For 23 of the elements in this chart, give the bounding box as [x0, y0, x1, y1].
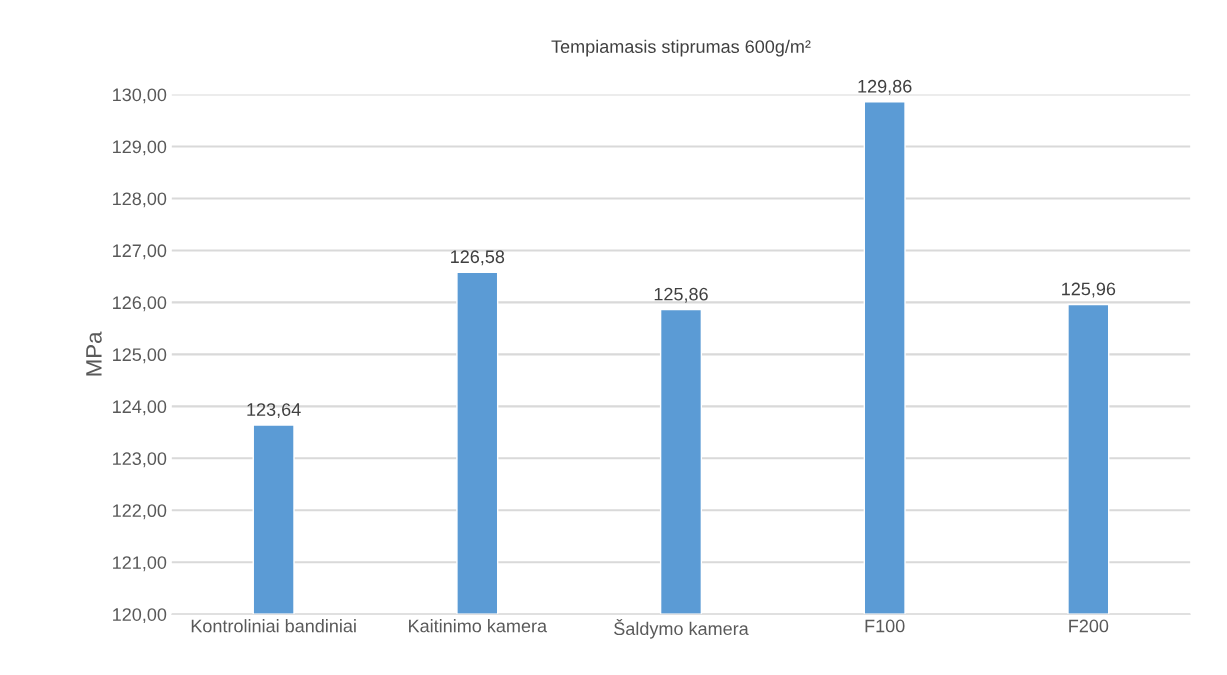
y-axis-title: MPa [86, 331, 102, 376]
data-label: 129,86 [858, 79, 912, 95]
data-label: 123,64 [247, 403, 301, 419]
data-label: 126,58 [451, 250, 505, 266]
y-tick-label: 120,00 [113, 608, 167, 624]
x-tick-label: Kontroliniai bandiniai [191, 619, 356, 633]
data-label: 125,96 [1062, 282, 1116, 298]
y-tick-label: 127,00 [113, 244, 167, 260]
y-tick-label: 122,00 [113, 504, 167, 520]
y-tick-label: 124,00 [113, 400, 167, 416]
chart-title: Tempiamasis stiprumas 600g/m² [551, 39, 811, 57]
y-tick-label: 121,00 [113, 556, 167, 572]
y-tick-label: 123,00 [113, 452, 167, 468]
y-tick-label: 128,00 [113, 192, 167, 208]
data-label: 125,86 [654, 287, 708, 303]
x-tick-label: F100 [865, 619, 905, 633]
x-tick-label: Kaitinimo kamera [409, 619, 548, 633]
x-tick-label: F200 [1069, 619, 1109, 633]
y-tick-label: 129,00 [113, 140, 167, 156]
y-tick-label: 126,00 [113, 296, 167, 312]
x-tick-label: Šaldymo kamera [614, 619, 749, 639]
y-tick-label: 125,00 [113, 348, 167, 364]
y-tick-label: 130,00 [113, 88, 167, 104]
